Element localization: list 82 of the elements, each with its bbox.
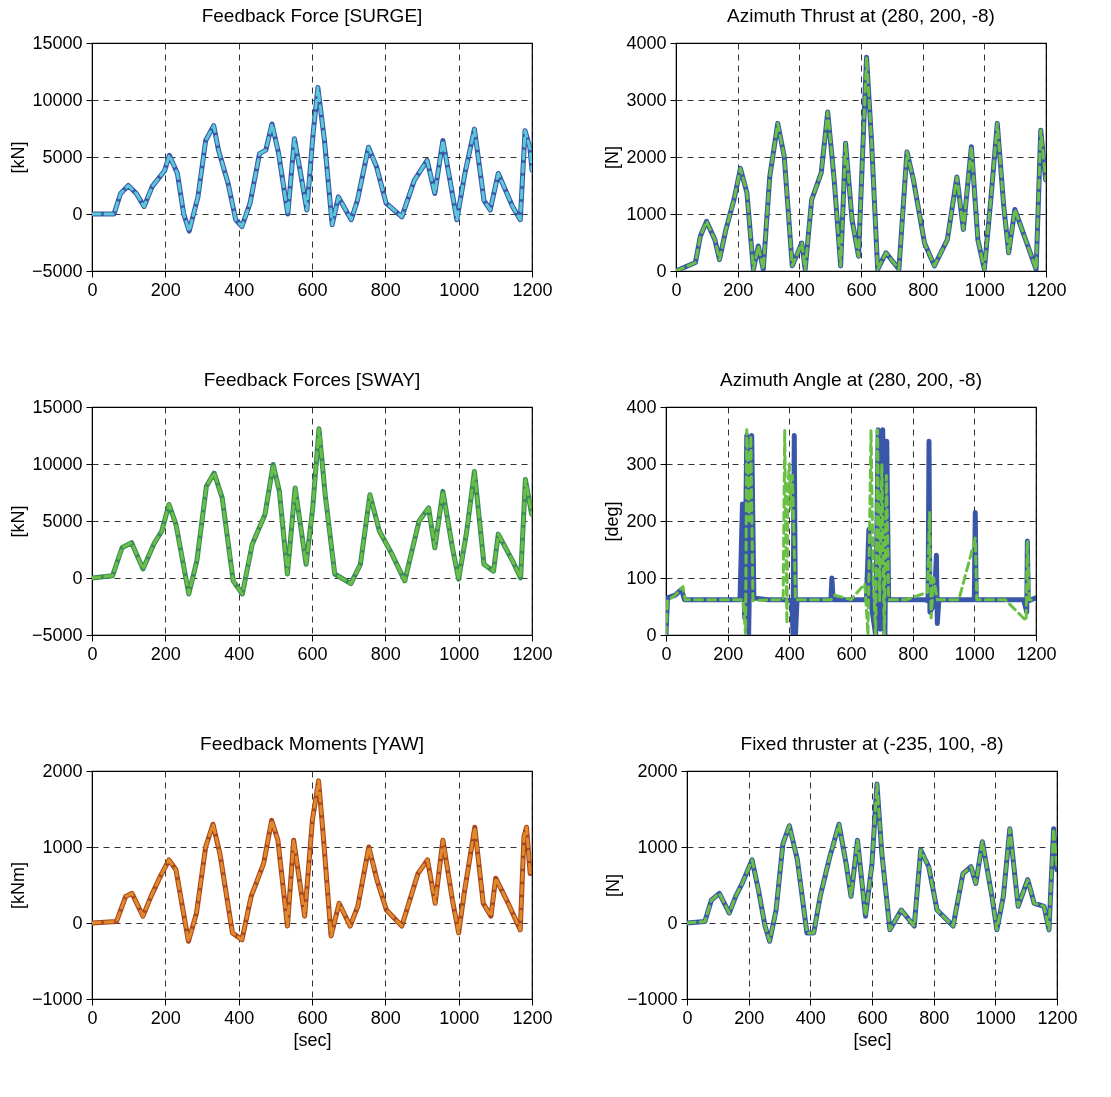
y-tick-label: −5000 <box>31 260 83 281</box>
y-tick-label: 0 <box>646 624 657 645</box>
y-axis-title: [N] <box>602 145 623 170</box>
x-tick-label: 1200 <box>512 1007 553 1028</box>
x-tick-label: 600 <box>857 1007 888 1028</box>
x-tick-label: 600 <box>297 1007 328 1028</box>
chart-title: Azimuth Angle at (280, 200, -8) <box>720 369 982 390</box>
x-tick-label: 1000 <box>954 643 995 664</box>
x-tick-label: 0 <box>87 643 98 664</box>
x-tick-label: 0 <box>87 1007 98 1028</box>
y-tick-label: 4000 <box>626 32 667 53</box>
chart-title: Azimuth Thrust at (280, 200, -8) <box>727 5 995 26</box>
y-tick-label: 300 <box>626 453 657 474</box>
y-axis-title: [kN] <box>7 505 28 538</box>
x-tick-label: 800 <box>370 1007 401 1028</box>
x-tick-label: 1000 <box>439 279 480 300</box>
y-tick-label: 2000 <box>626 146 667 167</box>
x-tick-label: 200 <box>723 279 754 300</box>
chart-title: Feedback Moments [YAW] <box>200 733 424 754</box>
x-tick-label: 600 <box>836 643 867 664</box>
x-tick-label: 1200 <box>1037 1007 1078 1028</box>
x-tick-label: 400 <box>224 279 255 300</box>
x-tick-label: 200 <box>713 643 744 664</box>
x-tick-label: 1200 <box>1026 279 1067 300</box>
x-tick-label: 400 <box>795 1007 826 1028</box>
y-tick-label: 0 <box>72 567 83 588</box>
x-tick-label: 1200 <box>1016 643 1057 664</box>
x-tick-label: 400 <box>224 643 255 664</box>
y-tick-label: 1000 <box>42 836 83 857</box>
x-tick-label: 1200 <box>512 643 553 664</box>
y-tick-label: 10000 <box>32 89 83 110</box>
y-tick-label: 1000 <box>637 836 678 857</box>
x-tick-label: 800 <box>370 643 401 664</box>
y-tick-label: 5000 <box>42 146 83 167</box>
y-tick-label: 2000 <box>637 760 678 781</box>
x-tick-label: 1000 <box>975 1007 1016 1028</box>
x-tick-label: 1000 <box>439 643 480 664</box>
chart-title: Feedback Force [SURGE] <box>201 5 423 26</box>
x-tick-label: 1000 <box>439 1007 480 1028</box>
x-axis-title: [sec] <box>853 1029 892 1050</box>
y-tick-label: 400 <box>626 396 657 417</box>
y-tick-label: −1000 <box>31 988 83 1009</box>
chart-title: Feedback Forces [SWAY] <box>203 369 421 390</box>
y-tick-label: 0 <box>72 912 83 933</box>
x-tick-label: 800 <box>908 279 939 300</box>
x-tick-label: 600 <box>297 279 328 300</box>
y-axis-title: [kNm] <box>7 862 28 909</box>
y-tick-label: 15000 <box>32 32 83 53</box>
x-tick-label: 200 <box>150 643 181 664</box>
y-tick-label: 1000 <box>626 203 667 224</box>
x-tick-label: 200 <box>150 1007 181 1028</box>
x-tick-label: 600 <box>297 643 328 664</box>
y-axis-title: [deg] <box>602 501 623 542</box>
chart-title: Fixed thruster at (-235, 100, -8) <box>740 733 1004 754</box>
x-tick-label: 400 <box>774 643 805 664</box>
y-tick-label: 100 <box>626 567 657 588</box>
y-tick-label: 10000 <box>32 453 83 474</box>
y-axis-title: [kN] <box>7 141 28 174</box>
x-tick-label: 800 <box>919 1007 950 1028</box>
y-tick-label: 0 <box>667 912 678 933</box>
x-tick-label: 1200 <box>512 279 553 300</box>
y-tick-label: −5000 <box>31 624 83 645</box>
x-tick-label: 400 <box>224 1007 255 1028</box>
y-tick-label: 0 <box>72 203 83 224</box>
x-axis-title: [sec] <box>293 1029 332 1050</box>
x-tick-label: 1000 <box>964 279 1005 300</box>
y-tick-label: 5000 <box>42 510 83 531</box>
y-tick-label: 15000 <box>32 396 83 417</box>
x-tick-label: 0 <box>682 1007 693 1028</box>
y-tick-label: 200 <box>626 510 657 531</box>
x-tick-label: 800 <box>370 279 401 300</box>
y-axis-title: [N] <box>602 873 623 898</box>
y-tick-label: 2000 <box>42 760 83 781</box>
x-tick-label: 0 <box>87 279 98 300</box>
x-tick-label: 200 <box>734 1007 765 1028</box>
x-tick-label: 600 <box>846 279 877 300</box>
y-tick-label: 3000 <box>626 89 667 110</box>
y-tick-label: 0 <box>656 260 667 281</box>
x-tick-label: 200 <box>150 279 181 300</box>
x-tick-label: 800 <box>898 643 929 664</box>
x-tick-label: 400 <box>784 279 815 300</box>
y-tick-label: −1000 <box>626 988 678 1009</box>
